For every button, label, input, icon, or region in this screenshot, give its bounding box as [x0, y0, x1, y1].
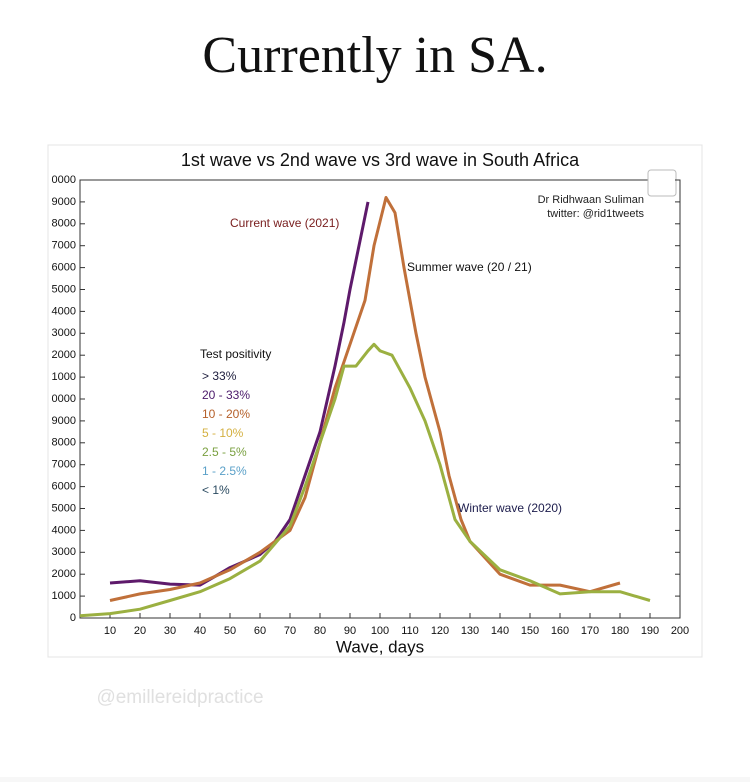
- y-tick-label: 6000: [52, 262, 76, 274]
- y-tick-label: 7000: [52, 240, 76, 252]
- legend-entry: > 33%: [202, 369, 237, 383]
- legend-entry: 20 - 33%: [202, 388, 250, 402]
- legend-entry: < 1%: [202, 483, 230, 497]
- legend-entry: 2.5 - 5%: [202, 445, 247, 459]
- x-tick-label: 120: [431, 625, 449, 637]
- x-tick-label: 50: [224, 625, 236, 637]
- x-axis-label: Wave, days: [336, 637, 424, 656]
- y-tick-label: 3000: [52, 327, 76, 339]
- y-tick-label: 5000: [52, 283, 76, 295]
- x-tick-label: 150: [521, 625, 539, 637]
- legend-entry: 10 - 20%: [202, 407, 250, 421]
- wave-line: [79, 342, 651, 618]
- y-tick-label: 4000: [52, 524, 76, 536]
- y-tick-label: 1000: [52, 371, 76, 383]
- x-tick-label: 190: [641, 625, 659, 637]
- y-tick-label: 1000: [52, 590, 76, 602]
- x-tick-label: 110: [401, 625, 419, 637]
- x-tick-label: 170: [581, 625, 599, 637]
- y-tick-label: 8000: [52, 218, 76, 230]
- chart-frame: [47, 144, 703, 658]
- wave-label: Winter wave (2020): [458, 501, 562, 515]
- y-tick-label: 0000: [52, 393, 76, 405]
- x-tick-label: 100: [371, 625, 389, 637]
- x-tick-label: 70: [284, 625, 296, 637]
- watermark: @emillereidpractice: [96, 687, 263, 708]
- y-tick-label: 8000: [52, 437, 76, 449]
- post-title: Currently in SA.: [202, 27, 547, 84]
- y-tick-label: 3000: [52, 546, 76, 558]
- legend-title: Test positivity: [200, 347, 271, 361]
- y-tick-label: 9000: [52, 415, 76, 427]
- x-tick-label: 130: [461, 625, 479, 637]
- y-tick-label: 4000: [52, 305, 76, 317]
- wave-label: Current wave (2021): [230, 216, 339, 230]
- legend-entry: 5 - 10%: [202, 426, 244, 440]
- wave-label: Summer wave (20 / 21): [407, 260, 532, 274]
- wave-line: [109, 196, 621, 602]
- x-tick-label: 30: [164, 625, 176, 637]
- x-tick-label: 80: [314, 625, 326, 637]
- x-tick-label: 140: [491, 625, 509, 637]
- y-tick-label: 7000: [52, 459, 76, 471]
- x-tick-label: 20: [134, 625, 146, 637]
- x-tick-label: 10: [104, 625, 116, 637]
- author: Dr Ridhwaan Suliman: [538, 194, 644, 206]
- twitter: twitter: @rid1tweets: [547, 208, 644, 220]
- legend-entry: 1 - 2.5%: [202, 464, 247, 478]
- y-tick-label: 6000: [52, 481, 76, 493]
- x-tick-label: 180: [611, 625, 629, 637]
- y-tick-label: 9000: [52, 196, 76, 208]
- y-tick-label: 0000: [52, 174, 76, 186]
- x-tick-label: 160: [551, 625, 569, 637]
- y-tick-label: 5000: [52, 502, 76, 514]
- x-tick-label: 90: [344, 625, 356, 637]
- y-tick-label: 2000: [52, 568, 76, 580]
- y-tick-label: 0: [70, 612, 76, 624]
- chart-title: 1st wave vs 2nd wave vs 3rd wave in Sout…: [181, 150, 580, 170]
- x-tick-label: 60: [254, 625, 266, 637]
- y-tick-label: 2000: [52, 349, 76, 361]
- checkbox: [647, 169, 677, 197]
- x-tick-label: 40: [194, 625, 206, 637]
- x-tick-label: 200: [671, 625, 689, 637]
